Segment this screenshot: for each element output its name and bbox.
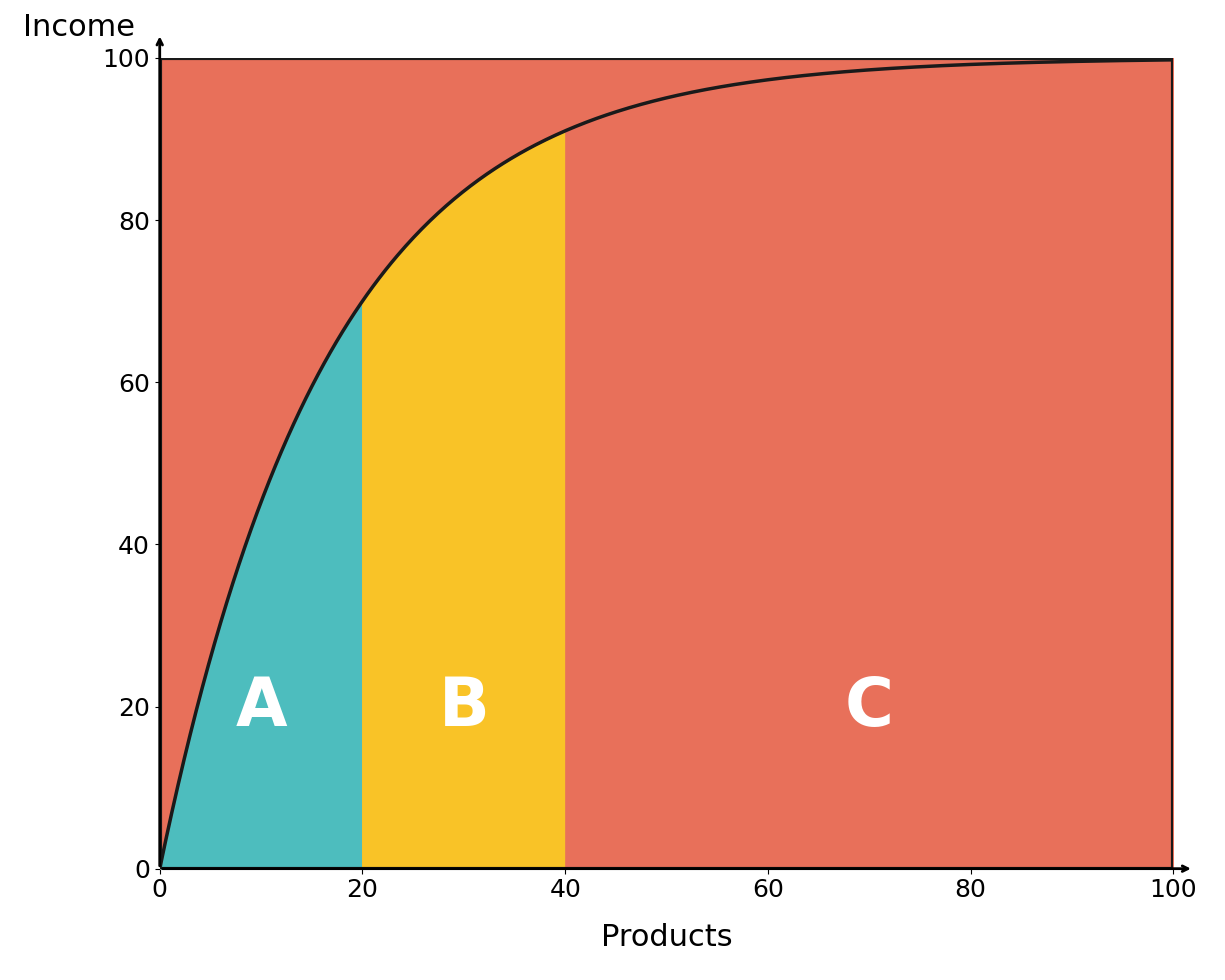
Y-axis label: Income: Income (22, 13, 135, 42)
Text: A: A (235, 673, 287, 740)
X-axis label: Products: Products (600, 923, 733, 953)
Text: C: C (845, 673, 894, 740)
Text: B: B (439, 673, 489, 740)
